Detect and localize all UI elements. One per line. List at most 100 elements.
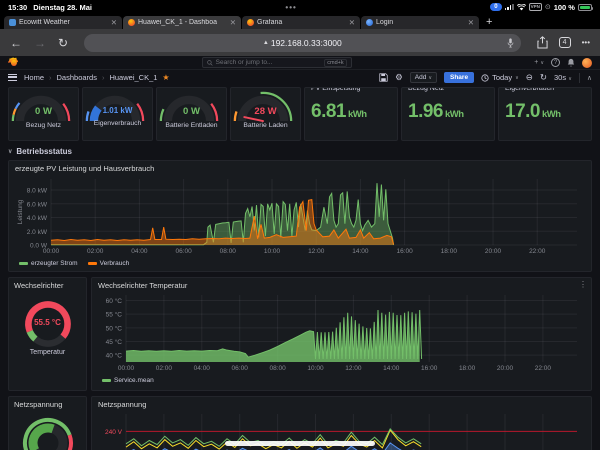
search-input[interactable]: Search or jump to... cmd+k — [201, 57, 352, 68]
gauge-value: 28 W — [254, 106, 277, 117]
collapse-controls-icon[interactable]: ∧ — [586, 74, 592, 82]
stat-bezug-netz[interactable]: Bezug Netz 1.96 kWh — [401, 87, 495, 141]
gauge-value: 0 W — [35, 106, 52, 117]
search-placeholder: Search or jump to... — [215, 59, 273, 66]
gauge-label: Batterie Entladen — [165, 122, 218, 129]
menu-icon[interactable] — [8, 74, 17, 81]
svg-text:10:00: 10:00 — [264, 248, 281, 255]
legend-swatch — [102, 379, 111, 382]
stats-row: 0 W Bezug Netz 1.01 kW Eigenverbrauch — [8, 87, 592, 141]
panel-title[interactable]: Wechselrichter — [14, 281, 64, 290]
svg-text:18:00: 18:00 — [441, 248, 458, 255]
legend-item[interactable]: Service.mean — [102, 377, 154, 384]
close-tab-icon[interactable]: ✕ — [348, 18, 355, 27]
add-button[interactable]: Add ∨ — [409, 72, 437, 83]
new-tab-button[interactable]: + — [486, 16, 493, 28]
reload-button[interactable]: ↻ — [58, 35, 69, 50]
address-bar[interactable]: ▲ 192.168.0.33:3000 — [84, 33, 521, 52]
stat-unit: kWh — [347, 109, 367, 120]
gauge-eigenverbrauch[interactable]: 1.01 kW Eigenverbrauch — [82, 87, 153, 141]
back-button[interactable]: ← — [10, 35, 22, 50]
cellular-icon — [504, 4, 514, 10]
panel-title[interactable]: Wechselrichter Temperatur — [98, 281, 188, 290]
forward-button[interactable]: → — [34, 35, 46, 50]
grafana-nav: Search or jump to... cmd+k + ∨ ? — [0, 56, 600, 70]
tab-overview-button[interactable]: 4 — [558, 37, 571, 48]
stat-value: 6.81 — [311, 101, 346, 122]
svg-text:12:00: 12:00 — [345, 365, 362, 372]
tab-ecowitt-weather[interactable]: Ecowitt Weather ✕ — [4, 16, 122, 29]
favorite-star-icon[interactable]: ★ — [162, 73, 170, 82]
breadcrumb-dashboards[interactable]: Dashboards — [56, 73, 97, 82]
status-bar: 15:30 Dienstag 28. Mai ••• 0 VPN ⊙ 100 % — [0, 0, 600, 14]
share-icon[interactable] — [537, 36, 548, 49]
close-tab-icon[interactable]: ✕ — [467, 18, 474, 27]
vpn-badge: VPN — [528, 3, 542, 11]
panel-title[interactable]: Netzspannung — [14, 400, 63, 409]
svg-text:20:00: 20:00 — [497, 365, 514, 372]
refresh-interval-picker[interactable]: 30s ∨ — [554, 73, 572, 82]
avatar[interactable] — [582, 57, 592, 68]
new-menu-button[interactable]: + ∨ — [534, 59, 544, 66]
bell-icon[interactable] — [567, 58, 575, 67]
panel-title[interactable]: Netzspannung — [98, 400, 147, 409]
ecowitt-favicon — [9, 19, 16, 26]
svg-text:45 °C: 45 °C — [106, 338, 123, 346]
svg-text:40 °C: 40 °C — [106, 352, 123, 360]
breadcrumb-home[interactable]: Home — [24, 73, 45, 82]
close-tab-icon[interactable]: ✕ — [229, 18, 236, 27]
save-icon[interactable] — [379, 73, 388, 82]
tab-login[interactable]: Login ✕ — [361, 16, 479, 29]
row-header-label: Betriebsstatus — [16, 146, 72, 156]
search-icon — [206, 59, 213, 66]
clock: 15:30 — [8, 2, 28, 12]
panel-netzspannung-gauge[interactable]: Netzspannung — [8, 396, 87, 450]
legend-item[interactable]: Verbrauch — [87, 260, 129, 267]
share-button[interactable]: Share — [444, 72, 475, 83]
more-menu-icon[interactable]: ••• — [581, 37, 590, 47]
stat-eigenverbrauch[interactable]: Eigenverbrauch 17.0 kWh — [498, 87, 592, 141]
settings-gear-icon[interactable]: ⚙ — [395, 72, 403, 83]
refresh-icon[interactable]: ↻ — [539, 72, 548, 83]
legend-item[interactable]: erzeugter Strom — [19, 260, 78, 267]
panel-menu-icon[interactable]: ⋮ — [579, 280, 587, 289]
rotation-lock-icon: ⊙ — [544, 4, 551, 11]
svg-text:2.0 kW: 2.0 kW — [27, 229, 48, 236]
grafana-logo[interactable] — [8, 57, 19, 68]
gauge-batterie-entladen[interactable]: 0 W Batterie Entladen — [156, 87, 227, 141]
grafana-favicon — [128, 19, 135, 26]
svg-text:4.0 kW: 4.0 kW — [27, 215, 48, 222]
stat-unit: kWh — [541, 109, 561, 120]
stat-pv-einspeisung[interactable]: PV Einspeisung 6.81 kWh — [304, 87, 398, 141]
temperature-label: Temperatur — [29, 349, 66, 356]
panel-wechselrichter-gauge[interactable]: Wechselrichter 55.5 °C Temperatur — [8, 277, 87, 391]
gauge-batterie-laden[interactable]: 28 W Batterie Laden — [230, 87, 301, 141]
grafana-favicon — [247, 19, 254, 26]
svg-text:00:00: 00:00 — [118, 365, 135, 372]
svg-text:6.0 kW: 6.0 kW — [27, 201, 48, 208]
help-icon[interactable]: ? — [551, 58, 560, 67]
stat-title: Eigenverbrauch — [505, 88, 555, 92]
panel-title[interactable]: erzeugte PV Leistung und Hausverbrauch — [15, 164, 155, 173]
svg-text:06:00: 06:00 — [175, 248, 192, 255]
clock-icon — [481, 73, 489, 82]
close-tab-icon[interactable]: ✕ — [110, 18, 117, 27]
row-betriebsstatus[interactable]: ∨ Betriebsstatus — [8, 143, 592, 159]
shortcut-badge: cmd+k — [324, 58, 347, 67]
svg-text:10:00: 10:00 — [307, 365, 324, 372]
svg-text:02:00: 02:00 — [156, 365, 173, 372]
mic-icon[interactable] — [507, 37, 514, 48]
tab-huawei-dashboard[interactable]: Huawei_CK_1 - Dashboa ✕ — [123, 16, 241, 29]
svg-text:08:00: 08:00 — [269, 365, 286, 372]
home-indicator[interactable] — [225, 441, 375, 446]
temperature-chart[interactable]: 00:00 02:00 04:00 06:00 08:00 10:00 12:00 14:00… — [98, 290, 585, 375]
tab-grafana[interactable]: Grafana ✕ — [242, 16, 360, 29]
svg-text:04:00: 04:00 — [194, 365, 211, 372]
zoom-out-icon[interactable]: ⊖ — [525, 72, 533, 83]
time-range-picker[interactable]: Today ∨ — [481, 73, 519, 82]
browser-toolbar: ← → ↻ ▲ 192.168.0.33:3000 4 ••• — [0, 29, 600, 56]
pv-chart[interactable]: 00:00 02:00 04:00 06:00 08:00 10:00 12:00 14:00… — [15, 173, 585, 258]
gauge-bezug-netz[interactable]: 0 W Bezug Netz — [8, 87, 79, 141]
svg-text:50 °C: 50 °C — [106, 324, 123, 332]
